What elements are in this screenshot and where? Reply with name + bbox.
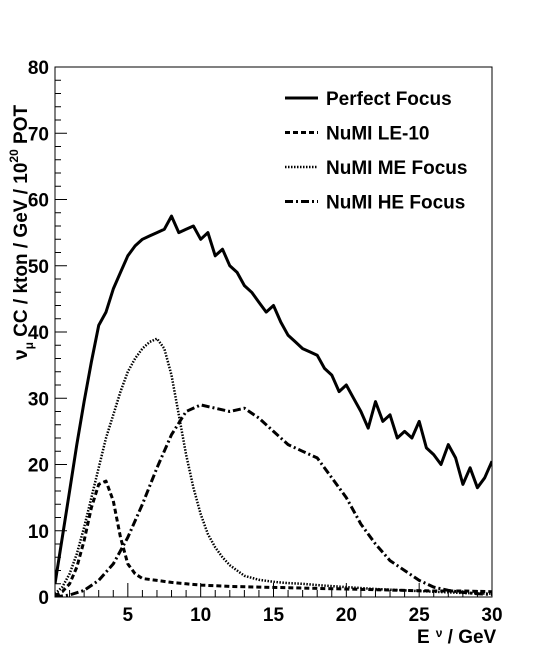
legend: Perfect Focus NuMI LE-10 NuMI ME Focus NuMI…: [285, 89, 467, 214]
y-tick-label: 0: [38, 588, 49, 609]
x-tick-label: 25: [409, 605, 431, 626]
legend-label: NuMI HE Focus: [326, 193, 465, 214]
y-tick-label: 60: [28, 191, 49, 212]
y-axis-label-tail: POT: [11, 104, 32, 149]
series-line-numi-le-10: [55, 479, 492, 597]
y-axis-label: νμ CC / kton / GeV / 1020 POT: [7, 104, 36, 360]
y-axis-label-nu: ν: [11, 349, 32, 360]
legend-label: NuMI LE-10: [326, 124, 429, 145]
x-tick-label: 20: [336, 605, 357, 626]
y-tick-label: 80: [28, 58, 49, 79]
legend-label: Perfect Focus: [326, 89, 452, 110]
x-axis-label-sub: ν: [436, 626, 443, 640]
y-axis-label-sub: μ: [22, 342, 36, 349]
x-tick-label: 15: [263, 605, 285, 626]
y-axis-label-rest: CC / kton / GeV / 10: [11, 163, 32, 343]
ticks: [54, 66, 493, 598]
x-tick-label: 30: [481, 605, 502, 626]
y-tick-label: 70: [28, 124, 49, 145]
y-axis-label-sup: 20: [7, 149, 21, 163]
y-tick-label: 20: [28, 456, 49, 477]
series-line-perfect-focus: [55, 214, 492, 585]
x-tick-label: 10: [190, 605, 211, 626]
series-line-numi-me-focus: [55, 337, 492, 595]
legend-label: NuMI ME Focus: [326, 158, 467, 179]
tick-labels: 0 10 20 30 40 50 60 70 80 5 10 15 20 25 30: [28, 58, 503, 626]
x-axis-label-main: E: [417, 627, 430, 648]
y-tick-label: 50: [28, 257, 49, 278]
x-tick-label: 5: [123, 605, 134, 626]
y-tick-label: 30: [28, 389, 49, 410]
x-axis-label-rest: / GeV: [442, 627, 496, 648]
y-tick-label: 40: [28, 323, 49, 344]
y-tick-label: 10: [28, 522, 49, 543]
plot-frame: [54, 66, 493, 598]
series-line-numi-he-focus: [55, 403, 492, 597]
series-layer: [55, 214, 492, 597]
